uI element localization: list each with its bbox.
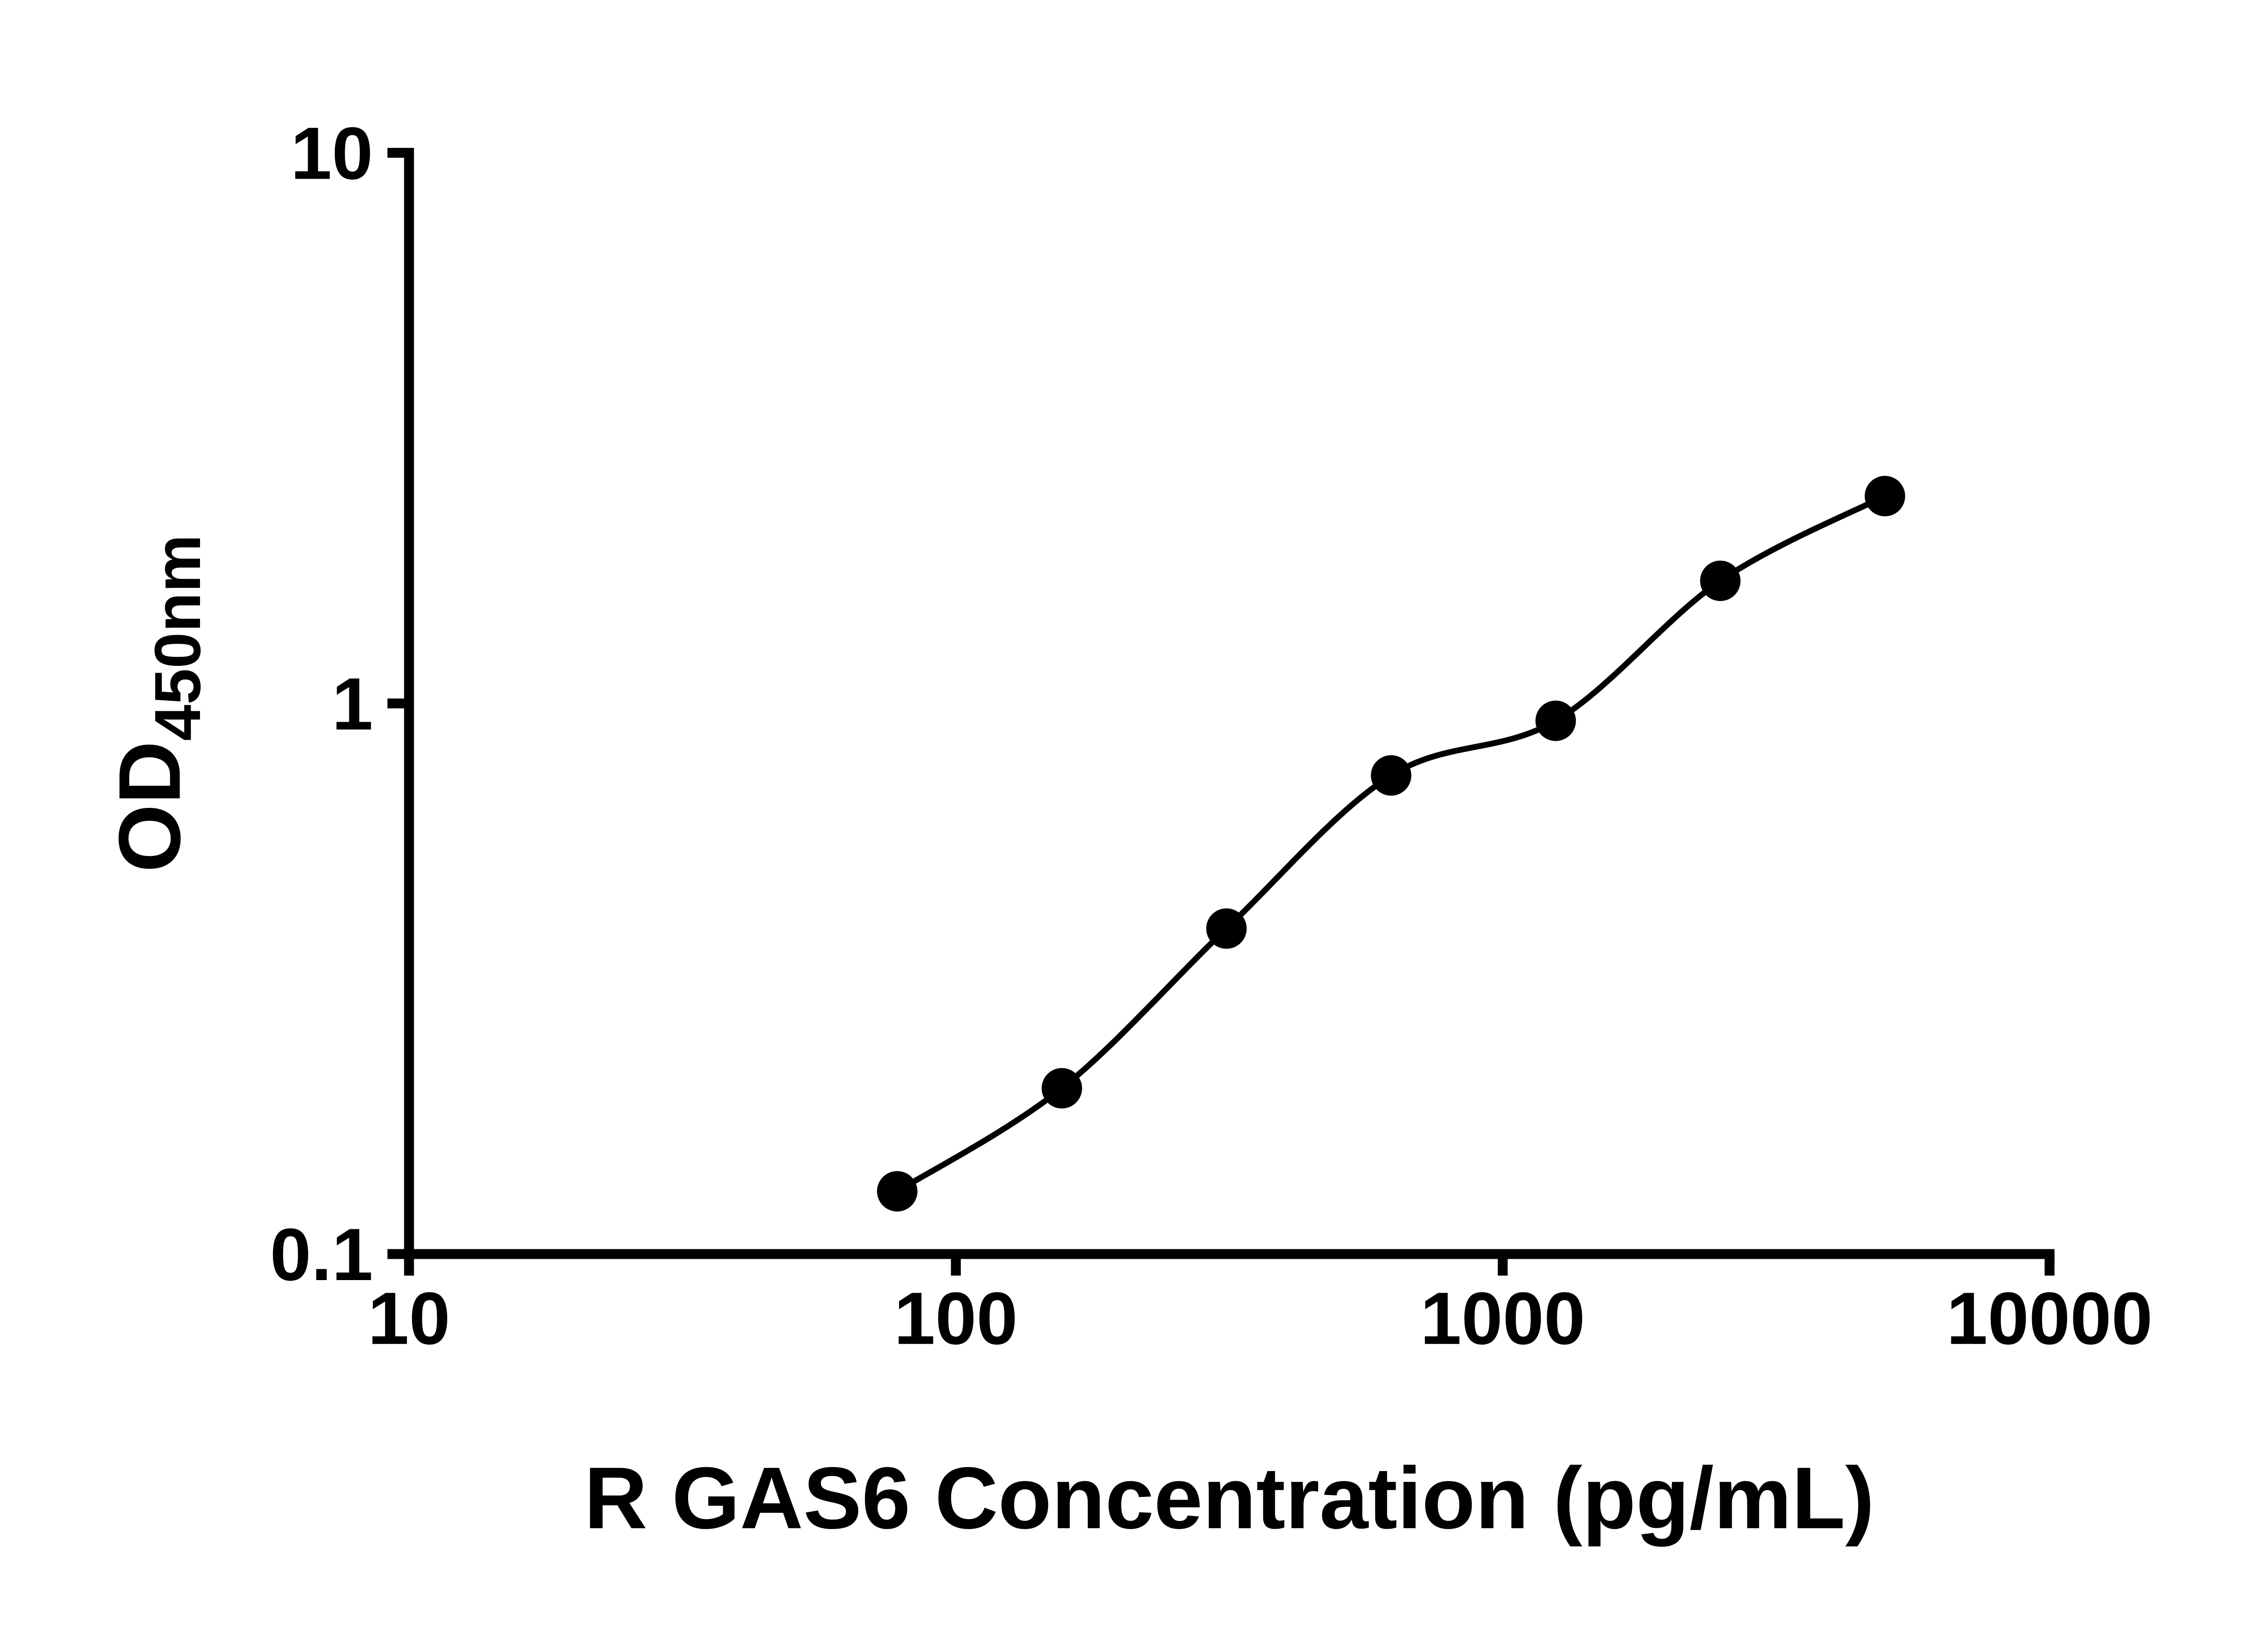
y-axis-title-main: OD — [100, 741, 198, 872]
y-axis-title: OD450nm — [100, 534, 214, 872]
x-tick-label: 10000 — [1946, 1277, 2153, 1360]
x-tick-label: 1000 — [1420, 1277, 1585, 1360]
y-tick-label: 10 — [291, 112, 373, 195]
data-point — [877, 1171, 918, 1212]
x-axis-title: R GAS6 Concentration (pg/mL) — [584, 1449, 1875, 1547]
data-point — [1864, 476, 1906, 517]
data-point — [1206, 908, 1247, 949]
y-tick-label: 1 — [332, 662, 373, 745]
data-point — [1041, 1068, 1082, 1109]
y-tick-label: 0.1 — [270, 1213, 373, 1296]
y-axis-title-subscript: 450nm — [142, 534, 214, 741]
x-tick-label: 100 — [894, 1277, 1018, 1360]
plot-area: 10 100 1000 10000 0.1 1 10 — [270, 112, 2153, 1359]
x-tick-label: 10 — [368, 1277, 450, 1360]
data-point — [1700, 560, 1741, 601]
data-point — [1371, 755, 1412, 796]
data-point — [1535, 700, 1576, 741]
